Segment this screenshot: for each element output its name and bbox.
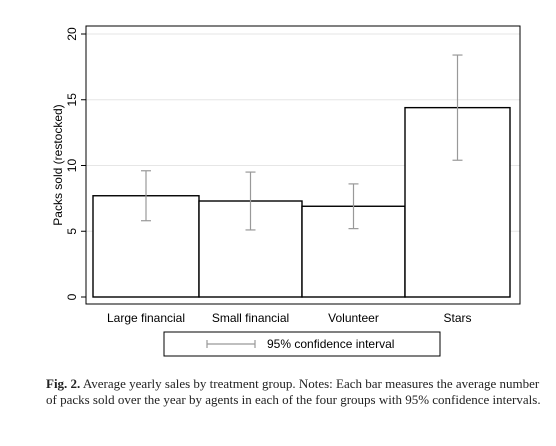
y-tick-label: 5 (65, 228, 79, 235)
axes: 0 5 10 15 20 Packs sold (restocked) Large fina… (51, 25, 521, 325)
legend: 95% confidence interval (163, 331, 441, 357)
figure-caption: Fig. 2. Average yearly sales by treatmen… (46, 376, 546, 408)
y-axis-title: Packs sold (restocked) (51, 104, 65, 225)
y-tick-label: 10 (65, 159, 79, 173)
x-tick-label: Large financial (107, 311, 185, 325)
error-bars (141, 54, 463, 231)
bars (92, 106, 511, 298)
legend-label: 95% confidence interval (267, 337, 394, 351)
x-tick-label: Volunteer (328, 311, 379, 325)
y-tick-label: 0 (65, 293, 79, 300)
caption-text: Average yearly sales by treatment group.… (46, 376, 541, 407)
x-tick-label: Stars (443, 311, 471, 325)
caption-label: Fig. 2. (46, 376, 81, 391)
bar-chart: 0 5 10 15 20 Packs sold (restocked) Large fina… (51, 25, 521, 357)
x-tick-label: Small financial (212, 311, 289, 325)
y-tick-label: 20 (65, 27, 79, 41)
y-tick-label: 15 (65, 93, 79, 107)
